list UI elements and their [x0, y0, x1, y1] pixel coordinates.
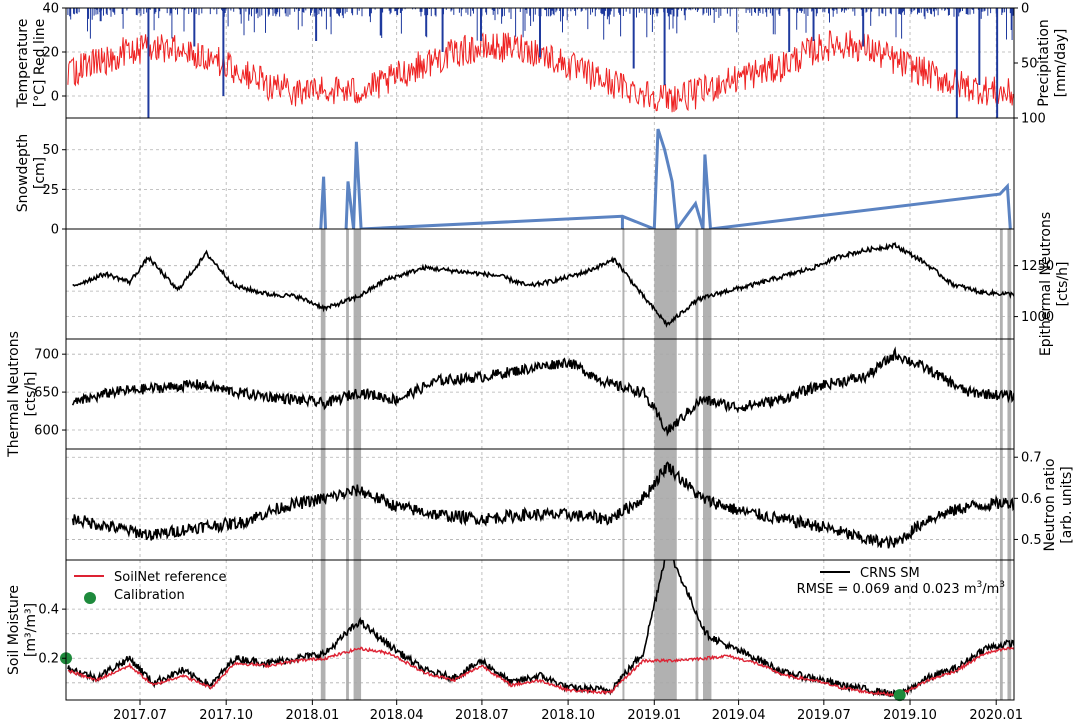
thermal-neutrons-line	[71, 346, 1014, 437]
epi-ytick-label-1000: 1000	[1021, 310, 1054, 325]
snow-event	[652, 128, 679, 229]
snow-event	[361, 214, 655, 229]
x-tick-label-2019.10: 2019.10	[883, 708, 937, 723]
legend-calibration-label: Calibration	[114, 588, 185, 603]
precipitation-ylabel: Precipitation[mm/day]	[1036, 19, 1069, 107]
snow-event	[701, 154, 712, 229]
axis-ticks: 2017.07 2017.10 2018.01 2018.04 2018.07 2018.…	[34, 2, 1054, 724]
epithermal-ylabel: Epithermal Neutrons[cts/h]	[1038, 212, 1071, 356]
rat-ytick-label-0.6: 0.6	[1021, 492, 1042, 507]
snow-ytick-label-0: 0	[51, 223, 59, 238]
rmse-annotation: RMSE = 0.069 and 0.023 m3/m3	[797, 580, 1005, 597]
x-tick-label-2018.04: 2018.04	[370, 708, 424, 723]
snow-period-band	[702, 229, 712, 700]
snow-event	[710, 182, 1012, 229]
sm-ytick-label-0.4: 0.4	[38, 603, 59, 618]
thermal-ylabel: Thermal Neutrons[cts/h]	[6, 331, 39, 458]
ratio-daily-line	[71, 461, 1014, 549]
temperature-daily-line	[67, 30, 1014, 113]
x-tick-label-2017.07: 2017.07	[113, 708, 167, 723]
soil-moisture-lines	[67, 560, 1014, 700]
snow-event	[675, 200, 705, 229]
the-ytick-label-600: 600	[34, 424, 59, 439]
the-ytick-label-650: 650	[34, 386, 59, 401]
soil-moisture-ylabel: Soil Moisture[m³/m³]	[6, 585, 39, 675]
rat-ytick-label-0.5: 0.5	[1021, 533, 1042, 548]
calibration-point	[893, 689, 906, 702]
snow-period-band	[353, 229, 362, 700]
snow-period-band	[695, 229, 699, 700]
prec-ytick-label-100: 100	[1021, 112, 1046, 127]
temp-ytick-label-40: 40	[42, 2, 59, 17]
snow-ytick-label-25: 25	[42, 183, 59, 198]
precipitation-daily-bars	[67, 8, 1014, 41]
temperature-line	[67, 30, 1014, 113]
temperature-ylabel: Temperature[°C] Red line	[15, 19, 48, 109]
prec-ytick-label-0: 0	[1021, 2, 1029, 17]
thermal-daily-line	[71, 346, 1014, 437]
snow-event	[352, 141, 363, 229]
x-tick-label-2018.10: 2018.10	[541, 708, 595, 723]
soil-moisture-legend: SoilNet reference Calibration CRNS SM RM…	[74, 566, 1005, 604]
legend-crns-label: CRNS SM	[860, 566, 920, 581]
x-tick-label-2018.07: 2018.07	[455, 708, 509, 723]
legend-calibration-swatch	[84, 592, 96, 604]
grid-lines	[66, 7, 1014, 700]
the-ytick-label-700: 700	[34, 348, 59, 363]
temp-ytick-label-20: 20	[42, 46, 59, 61]
epi-ytick-label-1250: 1250	[1021, 259, 1054, 274]
snow-ytick-label-50: 50	[42, 143, 59, 158]
soilnet-reference-line	[67, 646, 1014, 698]
x-tick-label-2019.07: 2019.07	[797, 708, 851, 723]
soil-moisture-panel-frame	[65, 559, 1015, 701]
x-tick-label-2019.01: 2019.01	[627, 708, 681, 723]
snow-period-band	[622, 229, 625, 700]
snowdepth-panel-frame	[65, 117, 1015, 230]
ratio-ylabel: Neutron ratio[arb. units]	[1042, 458, 1075, 551]
epithermal-neutrons-line	[72, 241, 1014, 328]
x-tick-label-2018.01: 2018.01	[285, 708, 339, 723]
temperature-panel	[67, 8, 1014, 118]
temp-ytick-label-0: 0	[51, 90, 59, 105]
epithermal-daily-line	[72, 241, 1014, 328]
snowdepth-series	[319, 128, 1012, 229]
x-tick-label-2017.10: 2017.10	[199, 708, 253, 723]
crns-sm-line	[67, 560, 1014, 700]
legend-soilnet-label: SoilNet reference	[114, 570, 226, 585]
snow-period-band	[346, 229, 349, 700]
snow-period-band	[320, 229, 326, 700]
snowdepth-ylabel: Snowdepth[cm]	[15, 134, 48, 213]
calibration-points	[60, 652, 906, 702]
x-tick-label-2020.01: 2020.01	[969, 708, 1023, 723]
neutron-ratio-line	[71, 461, 1014, 549]
thermal-panel-frame	[65, 338, 1015, 450]
prec-ytick-label-50: 50	[1021, 57, 1038, 72]
sm-ytick-label-0.2: 0.2	[38, 652, 59, 667]
snow-event	[344, 181, 356, 229]
x-tick-label-2019.04: 2019.04	[712, 708, 766, 723]
snow-period-band	[1007, 229, 1012, 700]
snow-period-band	[654, 229, 677, 700]
snow-period-band	[999, 229, 1003, 700]
snow-event	[319, 176, 327, 229]
rat-ytick-label-0.7: 0.7	[1021, 451, 1042, 466]
precipitation-bars	[67, 8, 1014, 118]
